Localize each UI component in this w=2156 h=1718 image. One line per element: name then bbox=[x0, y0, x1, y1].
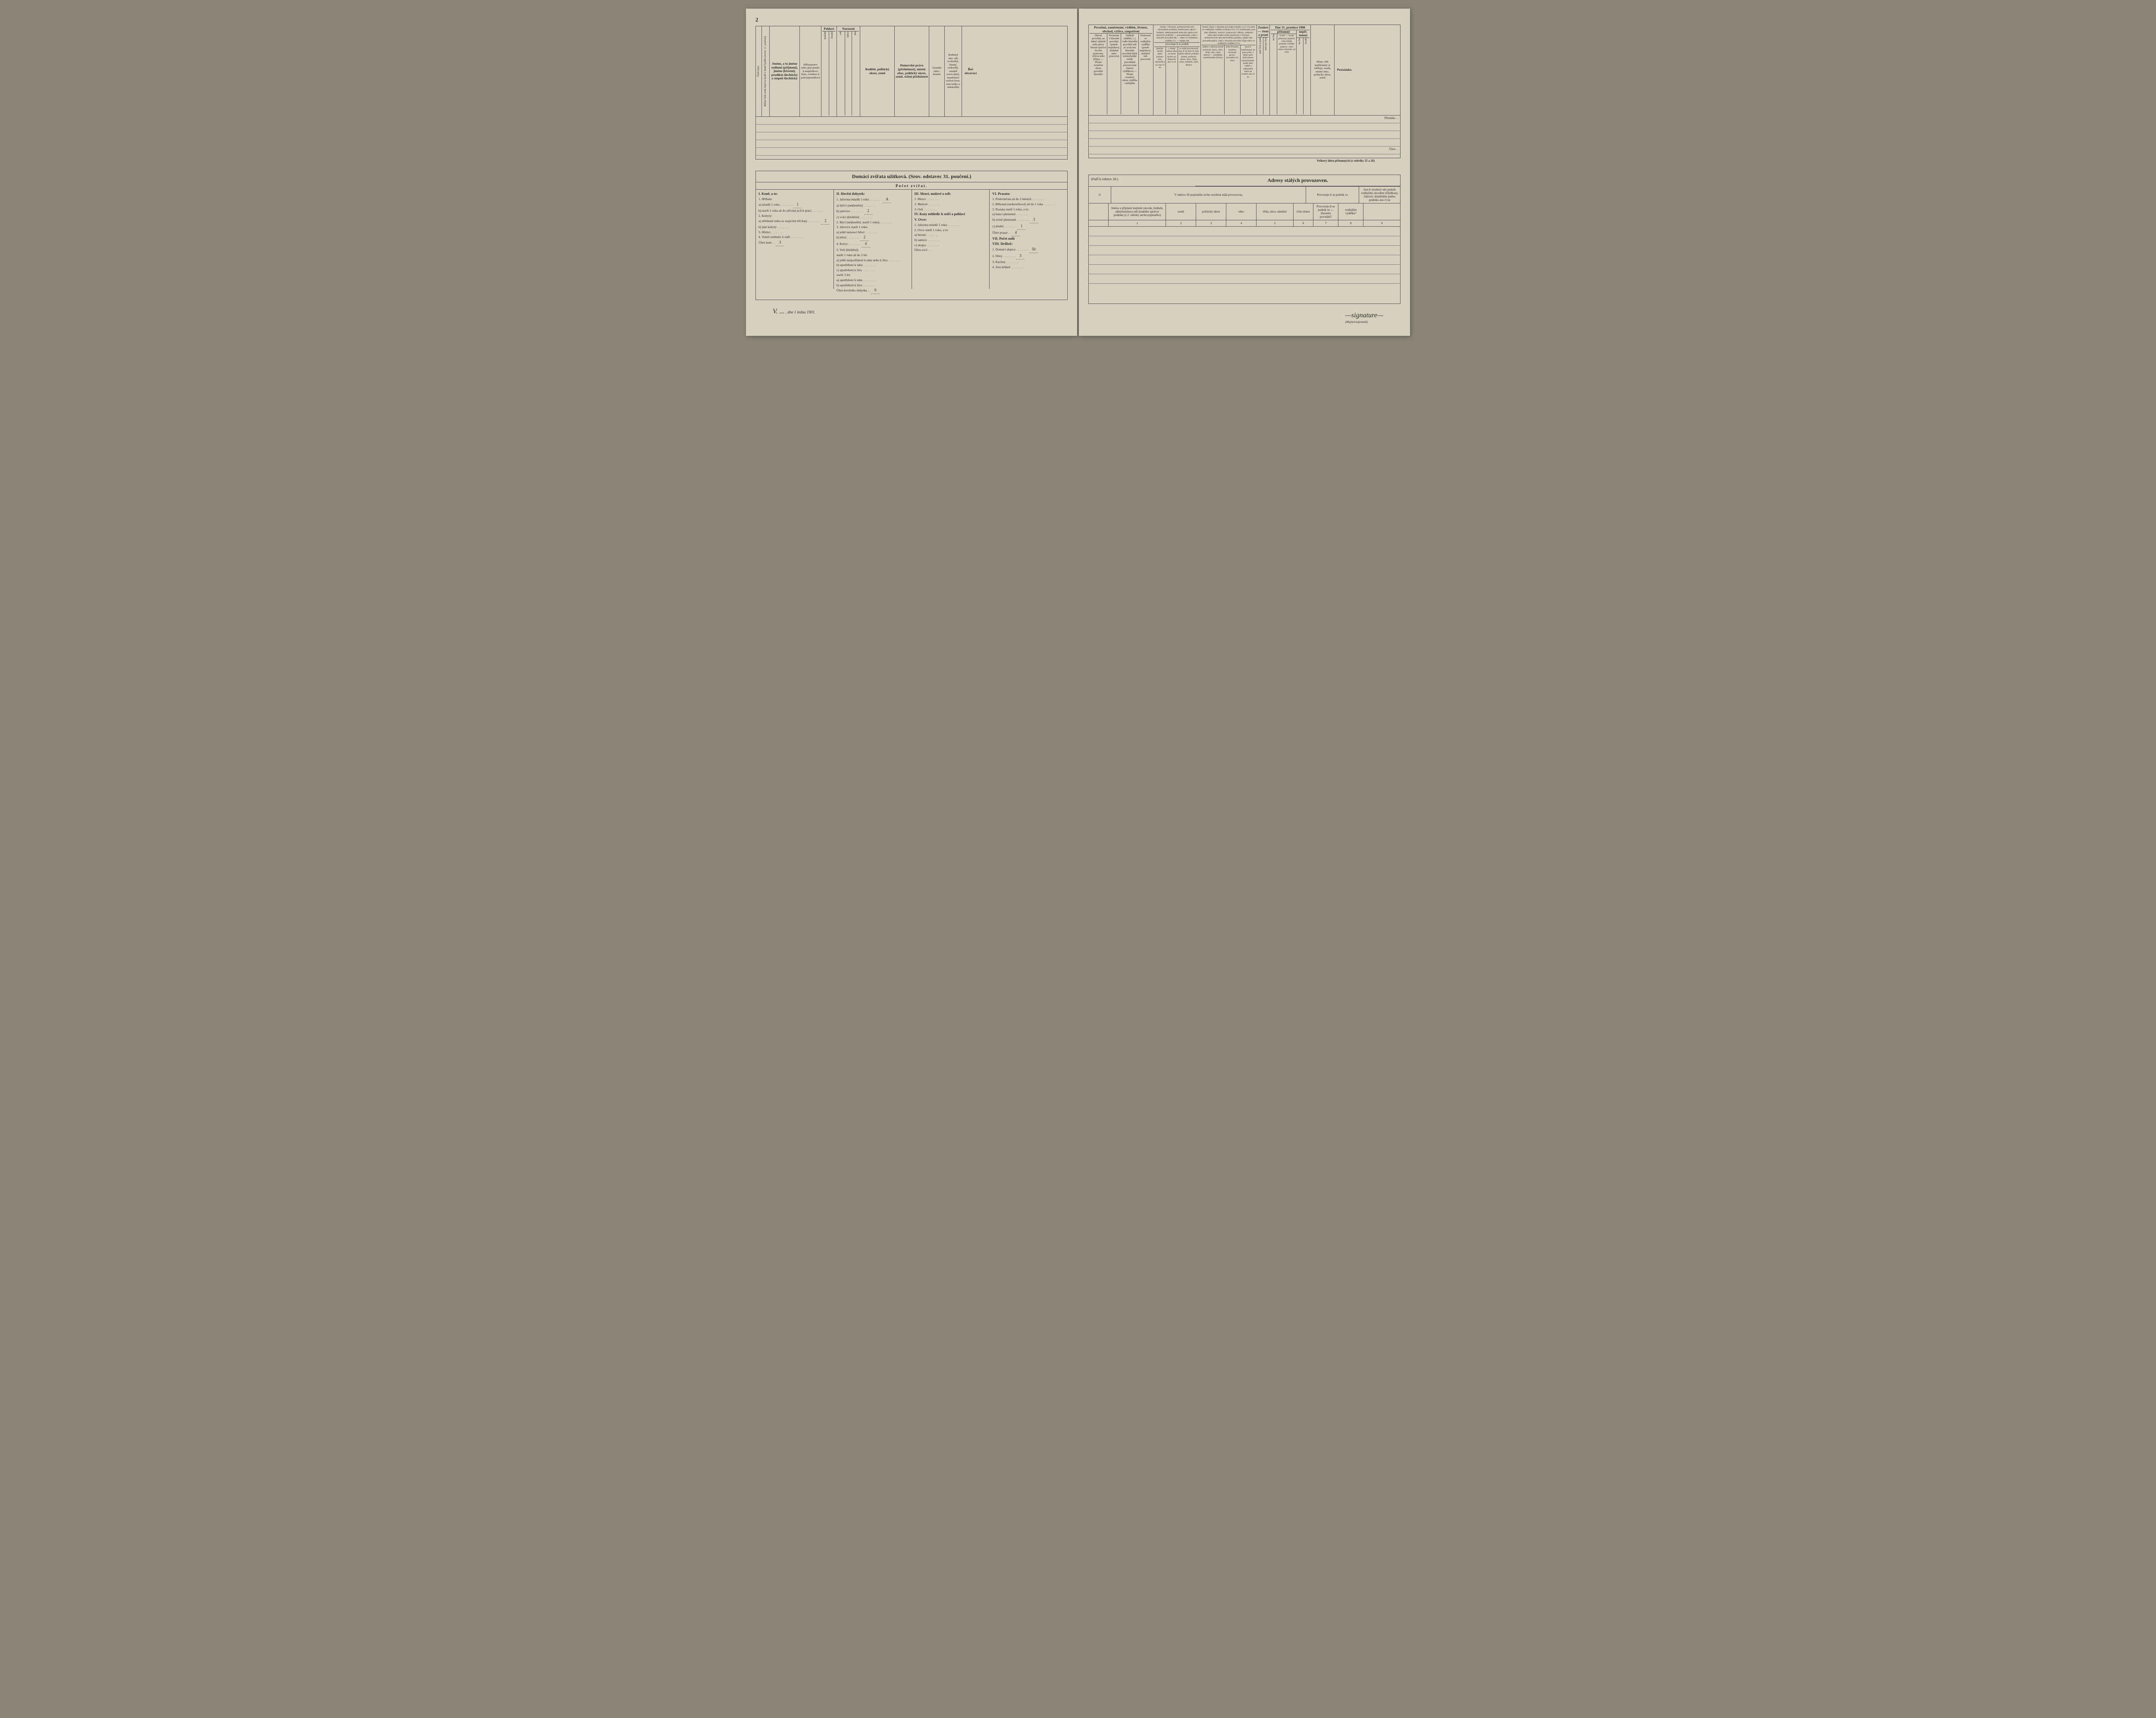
col1-header: I. Koně, a to: bbox=[758, 192, 778, 196]
col-cislo-bytu: Číslo bytu bbox=[757, 66, 760, 77]
addr-header-line: V rubrice 20 popisného archu uvedená stá… bbox=[1111, 187, 1307, 203]
group1-title: Povolání, zaměstnání, výdělek, živnost, … bbox=[1090, 26, 1152, 33]
col-zenske: ženské bbox=[831, 31, 834, 38]
col-vyznani: Vyznání nábo-ženské bbox=[930, 66, 943, 76]
total-line: Veškerý úhrn přítomných (z rubriky 25 a … bbox=[1088, 158, 1401, 163]
group2-title: Osoby v živnosti, průmyslovém neb obchod… bbox=[1154, 26, 1200, 42]
addr-body bbox=[1089, 227, 1400, 284]
pritomny: přítomný bbox=[1271, 30, 1296, 34]
animals-col-2: II. Hovězí dobytek: 1. Jalovina mladší 1… bbox=[834, 190, 912, 289]
col-jmeno: Jméno, a to jméno rodinné (příjmení), jm… bbox=[771, 62, 799, 81]
census-header-row-right: Povolání, zaměstnání, výdělek, živnost, … bbox=[1089, 25, 1400, 116]
signature-right: —signature— (Majitel/nájemník) bbox=[1088, 312, 1401, 324]
dne-title: Dne 31. prosince 1900 bbox=[1271, 26, 1310, 30]
col-domovske: Domovské právo (příslušnost), místní obe… bbox=[896, 64, 928, 79]
col2-header: II. Hovězí dobytek: bbox=[837, 192, 865, 196]
col-narozeni-head: Narození bbox=[838, 27, 859, 31]
col-rec: Řeč obcovací bbox=[963, 68, 978, 75]
col-den: den bbox=[854, 31, 857, 35]
col-bezne-cislo: Běžné číslo osob, které tu bydlí v domě … bbox=[764, 36, 767, 106]
census-table-right: Povolání, zaměstnání, výdělek, živnost, … bbox=[1088, 25, 1401, 158]
group2-sub: provozuje-li se podnik bbox=[1154, 42, 1200, 47]
g1c4: Postavení ve vedlejším výdělku (poměr ma… bbox=[1139, 34, 1152, 114]
addr-header-1: čí V rubrice 20 popisného archu uvedená … bbox=[1089, 187, 1400, 203]
g1c2: Postavení v hlavním povolání (poměr maje… bbox=[1107, 34, 1121, 114]
census-table-left: Číslo bytu Běžné číslo osob, které tu by… bbox=[755, 26, 1068, 160]
g3c2: druh živnosti, vztažmo obchodu provo-zov… bbox=[1225, 45, 1240, 114]
prenaska-row: Přenáška . . bbox=[1089, 116, 1400, 123]
signature-left: V. ... , dne 1 ledna 1901. bbox=[755, 308, 1068, 316]
page-number: 2 bbox=[755, 16, 1068, 23]
poznamka-title: Poznámka bbox=[1335, 68, 1353, 72]
znalost-title: Znalost — čtení a psaní bbox=[1258, 26, 1269, 37]
addr-header-2: Jméno a příjmení majitele závodu, ředite… bbox=[1089, 203, 1400, 220]
animals-subtitle: Počet zvířat. bbox=[756, 182, 1067, 190]
misto-title: Místo, kde nepřítomný se zdržuje, osada,… bbox=[1312, 60, 1333, 80]
col-rodiste: Rodiště, politický okres, země bbox=[861, 68, 893, 75]
group3-title: Osoby, které v hlavním povolání (rubrika… bbox=[1202, 26, 1256, 45]
page-spread: 2 Číslo bytu Běžné číslo osob, které tu … bbox=[746, 9, 1410, 336]
census-body-right: Přenáška . . Úhrn . . bbox=[1089, 116, 1400, 154]
col-rodinny-stav: Rodinný stav, zda svobodný, ženatý, ovdo… bbox=[946, 53, 961, 89]
col-muzske: mužské bbox=[824, 31, 827, 39]
nepritomny: nepří-tomný bbox=[1297, 30, 1310, 38]
right-page: Povolání, zaměstnání, výdělek, živnost, … bbox=[1079, 9, 1410, 336]
animals-col-1: I. Koně, a to: 1. Hříbata: a) mladší 1 r… bbox=[756, 190, 834, 289]
place-signature: V. ... bbox=[773, 308, 785, 315]
animals-col-4: VI. Prasata: 1. Podsvinčata až do 3 měsí… bbox=[990, 190, 1067, 289]
znc2: umí jen čísti bbox=[1265, 38, 1268, 50]
col-pribuzenstvi: Příbuzenství nebo jiný poměr k majetníko… bbox=[801, 63, 820, 79]
col4-header: VI. Prasata: bbox=[992, 192, 1010, 196]
col-mesic: měsíc bbox=[847, 31, 850, 38]
animals-col-3: III. Mezci, mulové a osli: 1. Mezci 2. M… bbox=[912, 190, 990, 289]
g3c3: jsou-li zaměstnány na pracovišti, v díln… bbox=[1241, 45, 1256, 114]
g1c1: Hlavní povolání, na němž výlučně nebo př… bbox=[1090, 34, 1107, 114]
owner-signature: —signature— bbox=[1345, 312, 1383, 319]
g2c2: v domě zákaz-níka za mzdu (práce po dome… bbox=[1166, 47, 1178, 114]
addr-ref: (Patří k rubrice 20.) bbox=[1089, 175, 1195, 186]
col-rok: rok bbox=[840, 31, 843, 35]
addresses-table: (Patří k rubrice 20.) Adresy stálých pro… bbox=[1088, 175, 1401, 304]
g2c3: ve stálé provozovně ano či ne Ano-li, bu… bbox=[1178, 47, 1200, 114]
znc1: umí čísti a psáti bbox=[1259, 38, 1262, 54]
animals-columns: I. Koně, a to: 1. Hříbata: a) mladší 1 r… bbox=[756, 190, 1067, 289]
g1c3: Vedlejší výdělek, t. j. vedle hlavního p… bbox=[1121, 34, 1139, 114]
census-body-left bbox=[756, 117, 1067, 156]
col-pohlavi-head: Pohlaví bbox=[822, 27, 836, 31]
addr-header-nums: 1 2 3 4 5 6 7 8 9 bbox=[1089, 220, 1400, 227]
left-page: 2 Číslo bytu Běžné číslo osob, které tu … bbox=[746, 9, 1077, 336]
animals-table: Domácí zvířata užitková. (Srov. odstavec… bbox=[755, 171, 1068, 300]
g3c1: jméno a adresa (země politický okres, ob… bbox=[1202, 45, 1225, 114]
addr-title: Adresy stálých provozoven. bbox=[1195, 175, 1400, 186]
uhrn-row: Úhrn . . bbox=[1089, 147, 1400, 154]
col3-header: III. Mezci, mulové a osli: bbox=[915, 192, 951, 196]
animals-title: Domácí zvířata užitková. (Srov. odstavec… bbox=[756, 171, 1067, 182]
g2c1: přechá-zením (jako podom-ním, obchodě a … bbox=[1154, 47, 1166, 114]
census-header-row: Číslo bytu Běžné číslo osob, které tu by… bbox=[756, 26, 1067, 117]
